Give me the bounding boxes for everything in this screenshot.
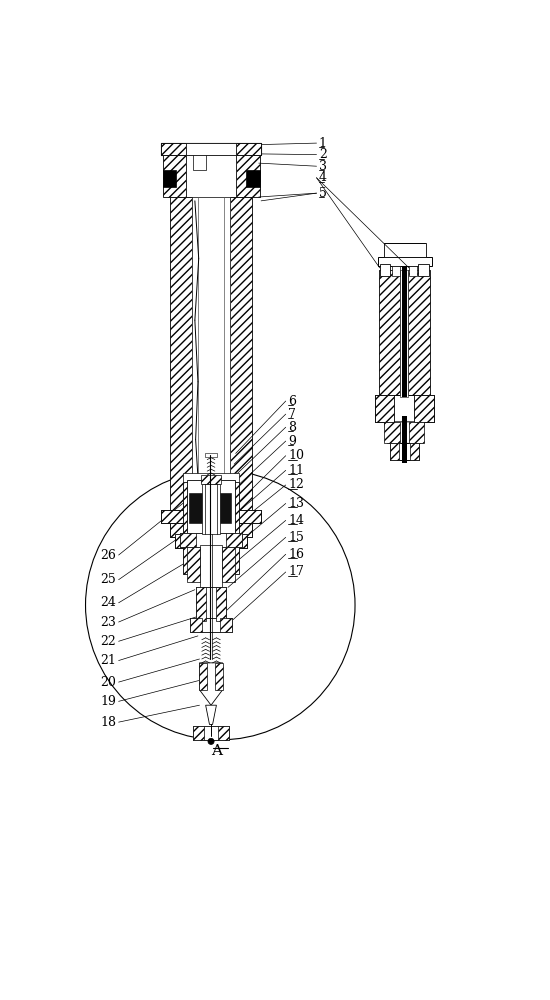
Bar: [180, 533, 242, 547]
Bar: [190, 618, 202, 632]
Bar: [238, 510, 261, 523]
Text: 21: 21: [101, 654, 117, 667]
Text: 4: 4: [319, 171, 327, 184]
Text: 26: 26: [101, 549, 117, 562]
Bar: [201, 475, 221, 484]
Text: 23: 23: [101, 616, 117, 629]
Text: 2: 2: [319, 148, 327, 161]
Bar: [378, 257, 432, 266]
Bar: [170, 523, 187, 537]
Text: 8: 8: [288, 421, 296, 434]
Bar: [217, 587, 226, 620]
Bar: [196, 587, 226, 620]
Bar: [187, 480, 235, 536]
Bar: [409, 422, 425, 443]
Bar: [183, 482, 200, 574]
Bar: [186, 143, 236, 155]
Bar: [161, 143, 261, 155]
Bar: [194, 726, 204, 740]
Text: 16: 16: [288, 548, 304, 561]
Bar: [205, 453, 217, 457]
Bar: [180, 533, 196, 547]
Text: 12: 12: [288, 478, 304, 491]
Bar: [194, 726, 229, 740]
Bar: [190, 618, 232, 632]
Polygon shape: [200, 663, 223, 705]
Bar: [379, 264, 390, 276]
Bar: [414, 395, 433, 422]
Bar: [161, 510, 261, 523]
Bar: [186, 155, 236, 197]
Bar: [246, 170, 260, 187]
Bar: [200, 663, 207, 690]
Text: 9: 9: [288, 435, 296, 448]
Bar: [222, 547, 235, 582]
Bar: [402, 266, 406, 397]
Text: A: A: [211, 744, 222, 758]
Bar: [170, 197, 192, 513]
Bar: [200, 545, 222, 590]
Bar: [163, 170, 177, 187]
Bar: [235, 523, 252, 537]
Text: 15: 15: [288, 531, 304, 544]
Bar: [189, 493, 202, 523]
Text: 3: 3: [319, 160, 327, 173]
Bar: [384, 422, 400, 443]
Text: 22: 22: [101, 635, 117, 648]
Bar: [235, 534, 248, 548]
Bar: [418, 264, 429, 276]
Bar: [408, 270, 430, 397]
Text: 17: 17: [288, 565, 304, 578]
Bar: [222, 482, 239, 574]
Text: 25: 25: [101, 573, 117, 586]
Bar: [219, 493, 231, 523]
Text: 5: 5: [319, 187, 327, 200]
Bar: [196, 587, 206, 620]
Bar: [161, 143, 186, 155]
Bar: [379, 270, 400, 397]
Bar: [218, 726, 229, 740]
Bar: [194, 155, 206, 170]
Bar: [192, 197, 230, 513]
Bar: [375, 395, 433, 422]
Bar: [410, 443, 419, 460]
Text: 13: 13: [288, 497, 304, 510]
Bar: [175, 534, 248, 548]
Text: 10: 10: [288, 449, 304, 462]
Bar: [220, 618, 232, 632]
Bar: [402, 416, 406, 463]
Text: 7: 7: [288, 408, 296, 421]
Bar: [375, 395, 394, 422]
Bar: [187, 547, 200, 582]
Bar: [389, 443, 419, 460]
Bar: [202, 484, 220, 534]
Text: 14: 14: [288, 514, 304, 527]
Bar: [383, 243, 426, 257]
Bar: [389, 443, 399, 460]
Bar: [161, 510, 184, 523]
Polygon shape: [384, 422, 425, 443]
Text: 1: 1: [319, 137, 327, 150]
Bar: [227, 533, 242, 547]
Bar: [175, 534, 187, 548]
Bar: [170, 523, 252, 537]
Bar: [215, 663, 223, 690]
Bar: [236, 143, 261, 155]
Text: 19: 19: [101, 695, 117, 708]
Text: 20: 20: [101, 676, 117, 689]
Polygon shape: [206, 705, 217, 724]
Bar: [400, 270, 408, 397]
Circle shape: [86, 470, 355, 740]
Bar: [236, 155, 260, 197]
Text: 6: 6: [288, 395, 296, 408]
Bar: [163, 155, 186, 197]
Text: 24: 24: [101, 596, 117, 609]
Bar: [392, 266, 400, 276]
Bar: [183, 473, 239, 482]
Text: 18: 18: [100, 716, 117, 729]
Bar: [409, 266, 417, 276]
Circle shape: [208, 738, 214, 744]
Text: 11: 11: [288, 464, 304, 477]
Bar: [230, 197, 252, 513]
